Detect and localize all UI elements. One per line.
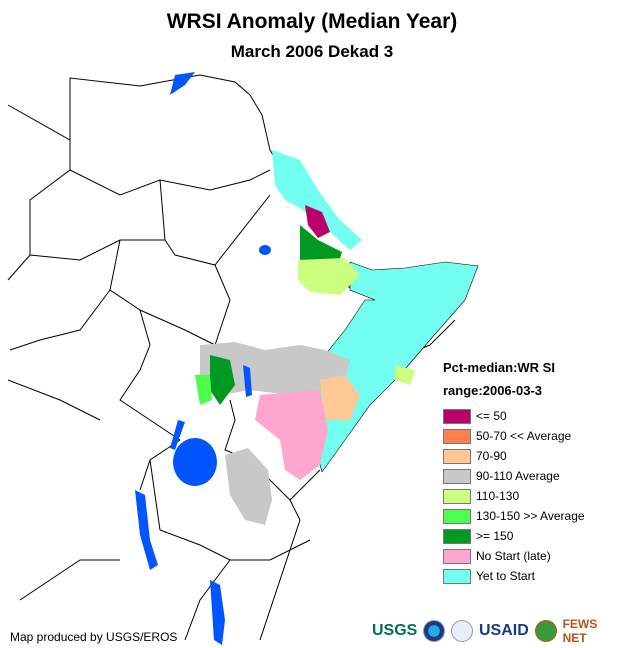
legend-swatch [443,508,471,524]
legend-label: 130-150 >> Average [476,509,585,523]
lake-tana [259,245,271,255]
legend-item: No Start (late) [443,546,585,566]
legend-item: <= 50 [443,406,585,426]
legend-label: Yet to Start [476,569,535,583]
legend-label: 50-70 << Average [476,429,572,443]
legend-item: 110-130 [443,486,585,506]
lake-victoria [173,438,217,486]
region-average-tanzania [225,448,272,525]
map-title: WRSI Anomaly (Median Year) [166,10,458,33]
legend-heading: Pct-median:WR SI [443,360,555,375]
legend-label: 110-130 [476,489,520,503]
legend-range: range:2006-03-3 [443,383,542,398]
legend-swatch [443,408,471,424]
region-below-50 [305,205,330,238]
legend-swatch [443,488,471,504]
legend-item: 70-90 [443,446,585,466]
lake-malawi [210,580,225,645]
legend-item: 90-110 Average [443,466,585,486]
legend-swatch [443,548,471,564]
region-above-150-uganda [210,355,235,405]
usaid-logo: USAID [478,622,529,639]
legend-swatch [443,448,471,464]
region-no-start [255,390,328,480]
noaa-logo-icon [423,620,446,642]
lake-turkana [243,365,252,397]
region-110-130 [298,258,360,295]
legend-item: >= 150 [443,526,585,546]
region-yet-to-start-horn [272,150,362,250]
lake-tanganyika [135,490,158,570]
map-credit: Map produced by USGS/EROS [10,630,178,644]
region-130-150 [195,375,212,405]
legend-swatch [443,428,471,444]
legend-item: 130-150 >> Average [443,506,585,526]
map-subtitle: March 2006 Dekad 3 [230,42,394,61]
fews-net-logo: FEWS NET [562,617,598,645]
legend-swatch [443,568,471,584]
usgs-logo: USGS [372,622,418,639]
legend-label: >= 150 [476,529,514,543]
region-110-130-east [395,365,415,385]
legend-label: 70-90 [476,449,507,463]
legend-label: No Start (late) [476,549,551,563]
fews-globe-icon [534,620,557,642]
legend-label: 90-110 Average [476,469,560,483]
nile-reservoir [170,72,195,95]
region-70-90 [320,375,360,420]
legend-label: <= 50 [476,409,507,423]
legend-swatch [443,528,471,544]
region-average-kenya-north [200,342,350,395]
legend-item: 50-70 << Average [443,426,585,446]
legend-item: Yet to Start [443,566,585,586]
logo-strip: USGS USAID FEWS NET [372,617,624,645]
map-legend: Pct-median:WR SI range:2006-03-3 <= 50 50… [443,360,585,586]
lake-albert [170,420,185,450]
usaid-seal-icon [451,620,473,642]
legend-swatch [443,468,471,484]
